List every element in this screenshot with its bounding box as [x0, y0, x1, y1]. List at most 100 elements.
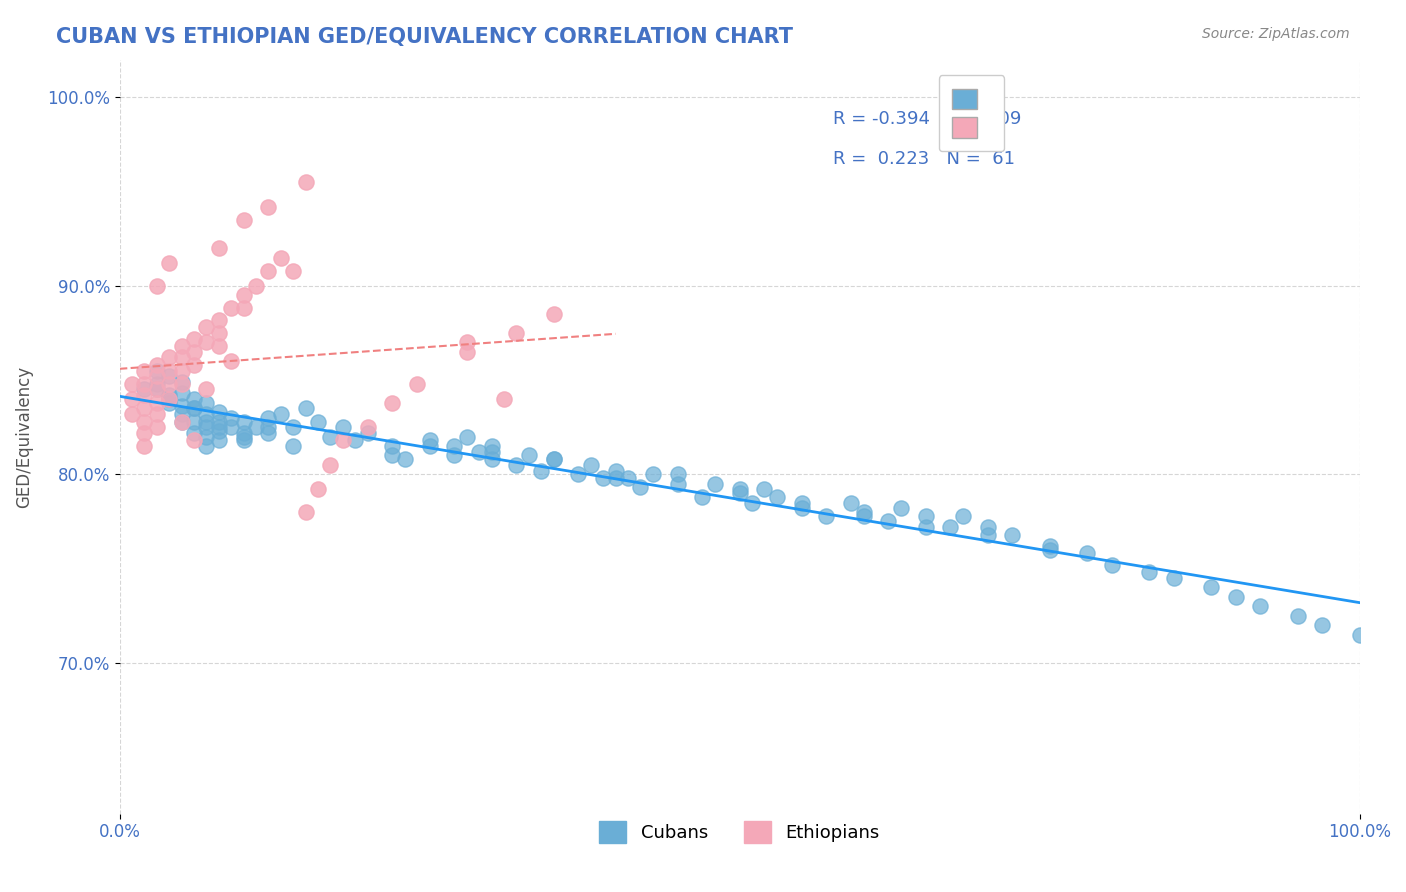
Ethiopians — [121, 376, 143, 391]
Cubans — [381, 439, 404, 453]
Cubans — [605, 471, 627, 485]
Cubans — [195, 415, 218, 429]
Cubans — [134, 383, 156, 397]
Cubans — [530, 463, 553, 477]
Ethiopians — [183, 434, 205, 448]
Cubans — [1038, 539, 1060, 553]
Cubans — [543, 452, 565, 467]
Ethiopians — [170, 339, 193, 353]
Ethiopians — [157, 363, 180, 377]
Cubans — [170, 415, 193, 429]
Cubans — [157, 392, 180, 406]
Cubans — [505, 458, 527, 472]
Cubans — [877, 515, 900, 529]
Ethiopians — [134, 376, 156, 391]
Cubans — [170, 407, 193, 421]
Cubans — [456, 429, 478, 443]
Cubans — [245, 420, 267, 434]
Cubans — [976, 520, 998, 534]
Ethiopians — [134, 425, 156, 440]
Cubans — [195, 429, 218, 443]
Ethiopians — [543, 307, 565, 321]
Cubans — [765, 490, 787, 504]
Cubans — [890, 501, 912, 516]
Ethiopians — [170, 351, 193, 365]
Ethiopians — [170, 376, 193, 391]
Cubans — [283, 439, 305, 453]
Cubans — [567, 467, 589, 482]
Ethiopians — [208, 326, 231, 340]
Ethiopians — [505, 326, 527, 340]
Ethiopians — [146, 420, 169, 434]
Cubans — [283, 420, 305, 434]
Cubans — [332, 420, 354, 434]
Ethiopians — [232, 288, 254, 302]
Cubans — [419, 434, 441, 448]
Ethiopians — [283, 263, 305, 277]
Ethiopians — [146, 395, 169, 409]
Cubans — [1225, 590, 1247, 604]
Ethiopians — [170, 415, 193, 429]
Cubans — [1310, 618, 1333, 632]
Cubans — [1101, 558, 1123, 572]
Cubans — [183, 425, 205, 440]
Ethiopians — [232, 212, 254, 227]
Ethiopians — [157, 351, 180, 365]
Cubans — [394, 452, 416, 467]
Cubans — [344, 434, 367, 448]
Ethiopians — [208, 339, 231, 353]
Ethiopians — [157, 256, 180, 270]
Cubans — [443, 439, 465, 453]
Cubans — [157, 369, 180, 384]
Cubans — [208, 424, 231, 438]
Cubans — [232, 434, 254, 448]
Cubans — [219, 410, 242, 425]
Ethiopians — [456, 344, 478, 359]
Ethiopians — [121, 392, 143, 406]
Cubans — [914, 520, 936, 534]
Cubans — [790, 495, 813, 509]
Cubans — [294, 401, 316, 416]
Cubans — [319, 429, 342, 443]
Cubans — [728, 486, 751, 500]
Ethiopians — [170, 363, 193, 377]
Cubans — [170, 386, 193, 401]
Cubans — [641, 467, 664, 482]
Cubans — [754, 483, 776, 497]
Cubans — [703, 476, 725, 491]
Cubans — [1137, 566, 1160, 580]
Ethiopians — [134, 439, 156, 453]
Cubans — [183, 401, 205, 416]
Ethiopians — [208, 312, 231, 326]
Ethiopians — [257, 263, 280, 277]
Ethiopians — [146, 407, 169, 421]
Cubans — [1199, 581, 1222, 595]
Ethiopians — [157, 392, 180, 406]
Cubans — [381, 449, 404, 463]
Cubans — [307, 415, 329, 429]
Ethiopians — [356, 420, 378, 434]
Cubans — [628, 481, 651, 495]
Ethiopians — [134, 363, 156, 377]
Ethiopians — [245, 278, 267, 293]
Cubans — [939, 520, 962, 534]
Cubans — [741, 495, 763, 509]
Cubans — [517, 449, 540, 463]
Ethiopians — [146, 278, 169, 293]
Ethiopians — [146, 369, 169, 384]
Cubans — [605, 463, 627, 477]
Cubans — [183, 392, 205, 406]
Cubans — [790, 501, 813, 516]
Cubans — [852, 508, 875, 523]
Cubans — [481, 444, 503, 458]
Ethiopians — [183, 344, 205, 359]
Cubans — [728, 483, 751, 497]
Cubans — [208, 434, 231, 448]
Cubans — [617, 471, 640, 485]
Text: R = -0.394   N = 109: R = -0.394 N = 109 — [832, 110, 1021, 128]
Cubans — [543, 452, 565, 467]
Cubans — [952, 508, 974, 523]
Cubans — [170, 400, 193, 414]
Ethiopians — [406, 376, 429, 391]
Cubans — [183, 415, 205, 429]
